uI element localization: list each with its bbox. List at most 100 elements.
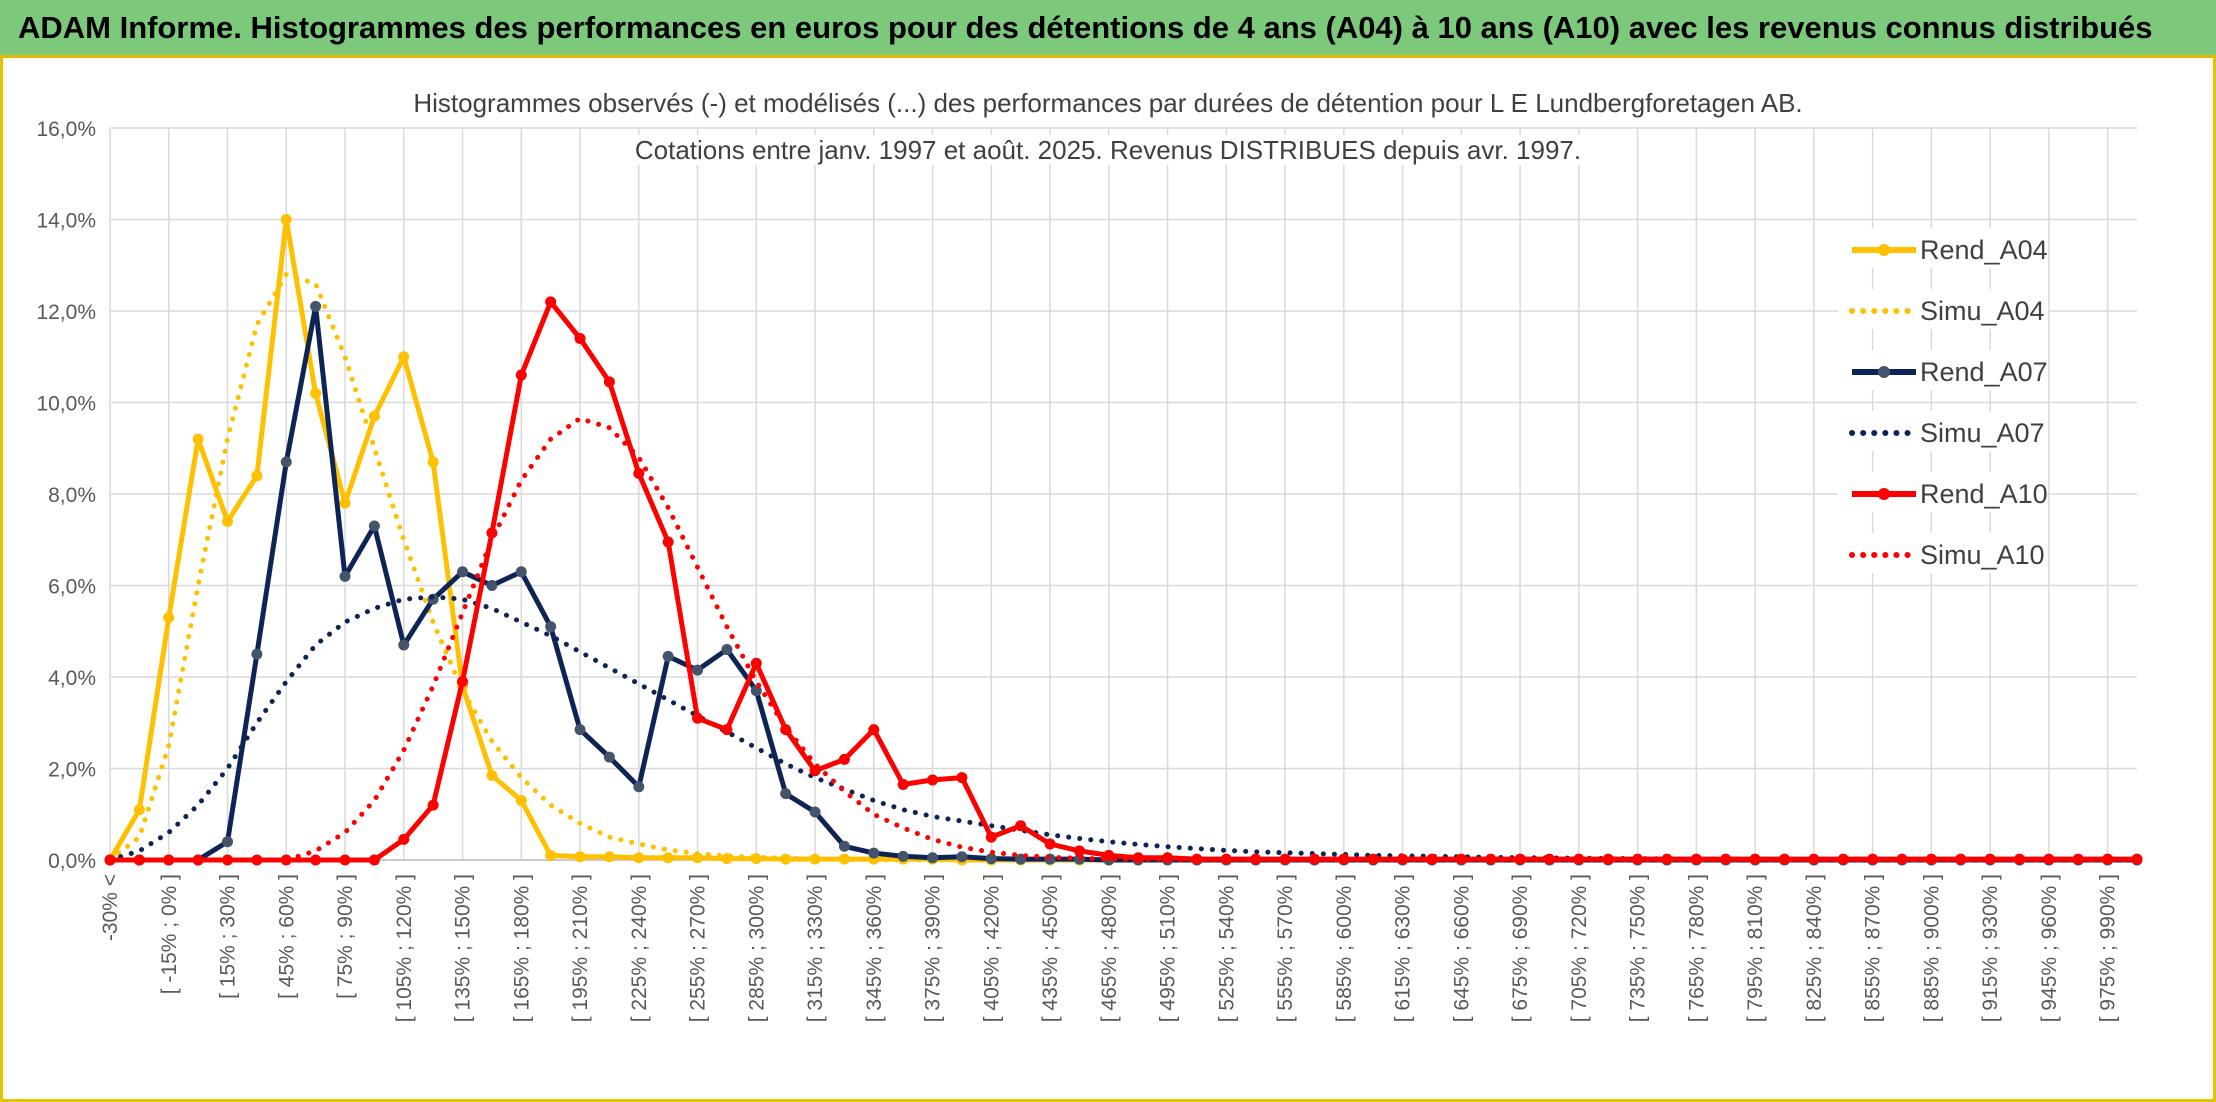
data-point (486, 769, 498, 781)
x-tick-label: [ 375% ; 390% ] (922, 874, 945, 1022)
y-tick-label: 8,0% (48, 484, 96, 507)
data-point (398, 639, 410, 651)
legend-marker (1878, 366, 1890, 378)
x-tick-label: [ 405% ; 420% ] (980, 874, 1003, 1022)
x-tick-label: [ 825% ; 840% ] (1803, 874, 1826, 1022)
data-point (662, 650, 674, 662)
series-line-simu_a10 (107, 416, 2140, 863)
data-point (868, 724, 880, 736)
data-point (603, 376, 615, 388)
data-point (692, 712, 704, 724)
data-point (1015, 820, 1027, 832)
data-point (750, 685, 762, 697)
x-tick-label: [ 495% ; 510% ] (1157, 874, 1180, 1022)
data-point (721, 644, 733, 656)
legend-label: Rend_A04 (1920, 235, 2048, 265)
legend-item-simu_a04[interactable]: Simu_A04 (1838, 289, 2048, 329)
y-tick-label: 0,0% (48, 850, 96, 873)
data-point (280, 214, 292, 225)
data-point (897, 779, 909, 791)
data-point (1073, 845, 1085, 857)
data-point (427, 456, 439, 468)
chart-grid (109, 127, 2137, 861)
data-point (956, 851, 968, 863)
data-point (545, 849, 557, 861)
data-point (1514, 853, 1526, 865)
x-tick-label: [ 15% ; 30% ] (217, 874, 240, 999)
data-point (985, 853, 997, 865)
data-point (192, 433, 204, 445)
legend-marker (1878, 244, 1890, 256)
data-point (457, 566, 469, 578)
legend-label: Simu_A04 (1920, 296, 2045, 326)
data-point (515, 795, 527, 807)
x-tick-label: [ 765% ; 780% ] (1685, 874, 1708, 1022)
report-title-banner: ADAM Informe. Histogrammes des performan… (0, 0, 2216, 58)
data-point (692, 664, 704, 676)
data-point (545, 621, 557, 633)
x-tick-label: [ 945% ; 960% ] (2038, 874, 2061, 1022)
x-tick-label: [ 165% ; 180% ] (510, 874, 533, 1022)
data-point (1044, 838, 1056, 850)
series-line-rend_a10 (110, 299, 2137, 863)
data-point (310, 854, 322, 866)
data-point (838, 840, 850, 852)
data-point (692, 852, 704, 864)
y-tick-label: 10,0% (36, 393, 96, 416)
data-point (2013, 853, 2025, 865)
data-point (368, 410, 380, 422)
x-tick-label: [ 885% ; 900% ] (1920, 874, 1943, 1022)
data-point (398, 833, 410, 845)
data-point (603, 851, 615, 863)
y-axis: 0,0% 2,0% 4,0% 6,0% 8,0% 10,0% 12,0% 14,0% 16,0% (36, 118, 96, 873)
data-point (1103, 849, 1115, 861)
legend-label: Simu_A07 (1920, 418, 2045, 448)
data-point (222, 836, 234, 848)
data-point (457, 676, 469, 688)
x-tick-label: [ 45% ; 60% ] (275, 874, 298, 999)
data-point (780, 788, 792, 800)
data-point (662, 536, 674, 548)
legend-marker (1878, 488, 1890, 500)
x-tick-label: [ 795% ; 810% ] (1744, 874, 1767, 1022)
x-tick-label: [ 345% ; 360% ] (863, 874, 886, 1022)
legend-item-simu_a10[interactable]: Simu_A10 (1838, 533, 2048, 573)
x-tick-label: [ 735% ; 750% ] (1627, 874, 1650, 1022)
y-tick-label: 14,0% (36, 210, 96, 233)
data-point (427, 799, 439, 811)
legend-item-rend_a10[interactable]: Rend_A10 (1838, 472, 2048, 512)
data-point (1191, 853, 1203, 865)
chart-legend[interactable]: Rend_A04 Simu_A04 Rend_A07 Simu_A07 Rend_A10… (1838, 228, 2048, 573)
data-point (2102, 853, 2114, 865)
data-point (1690, 853, 1702, 865)
x-tick-label: [ 255% ; 270% ] (687, 874, 710, 1022)
data-point (1602, 853, 1614, 865)
data-point (750, 657, 762, 669)
data-point (222, 515, 234, 527)
x-tick-label: [ 285% ; 300% ] (745, 874, 768, 1022)
data-point (603, 751, 615, 763)
legend-item-rend_a07[interactable]: Rend_A07 (1838, 350, 2048, 390)
y-tick-label: 12,0% (36, 301, 96, 324)
data-point (633, 852, 645, 864)
data-point (133, 854, 145, 866)
x-tick-label: -30% < (99, 874, 122, 941)
data-point (574, 332, 586, 344)
data-point (574, 851, 586, 863)
x-axis: -30% < [ -15% ; 0% ] [ 15% ; 30% ] [ 45% ; … (99, 859, 2137, 1022)
legend-item-rend_a04[interactable]: Rend_A04 (1838, 228, 2048, 268)
data-point (985, 831, 997, 843)
x-tick-label: [ 585% ; 600% ] (1333, 874, 1356, 1022)
y-tick-label: 6,0% (48, 576, 96, 599)
data-point (251, 470, 263, 482)
x-tick-label: [ 525% ; 540% ] (1215, 874, 1238, 1022)
histogram-chart: 0,0% 2,0% 4,0% 6,0% 8,0% 10,0% 12,0% 14,0% 16,0%… (36, 118, 2143, 1022)
legend-item-simu_a07[interactable]: Simu_A07 (1838, 411, 2048, 451)
data-point (339, 570, 351, 582)
data-point (133, 804, 145, 816)
data-point (956, 772, 968, 784)
data-point (163, 612, 175, 624)
data-point (339, 854, 351, 866)
x-tick-label: [ 315% ; 330% ] (804, 874, 827, 1022)
x-tick-label: [ 435% ; 450% ] (1039, 874, 1062, 1022)
